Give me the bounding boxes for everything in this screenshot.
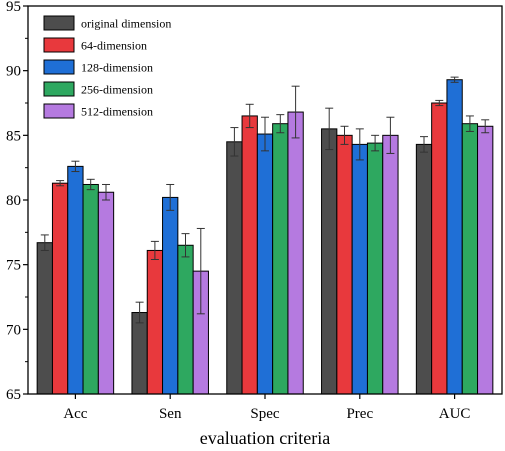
error-bar: [261, 116, 269, 152]
legend-item: 256-dimension: [43, 81, 153, 97]
bar-auc-0: [415, 143, 433, 395]
error-bar: [465, 115, 474, 132]
y-tick-label: 90: [6, 64, 21, 80]
bar-acc-0: [36, 242, 53, 395]
error-bar: [325, 107, 334, 151]
error-bar: [102, 183, 110, 201]
error-bar: [166, 183, 175, 211]
legend-swatch: [43, 103, 75, 119]
bar-auc-3: [461, 123, 479, 395]
bar-prec-4: [382, 134, 399, 395]
x-axis: Acc Sen Spec Prec AUC: [63, 394, 470, 422]
error-bar: [245, 103, 254, 129]
error-bar: [450, 76, 459, 83]
y-tick-label: 65: [6, 387, 21, 403]
error-bar: [371, 134, 380, 152]
error-bar: [86, 178, 95, 191]
x-axis-title: evaluation criteria: [200, 428, 330, 448]
y-tick-label: 75: [6, 258, 21, 274]
bar-spec-3: [272, 123, 289, 395]
legend-label: original dimension: [81, 17, 171, 31]
legend-label: 64-dimension: [81, 39, 147, 53]
x-tick-label: AUC: [439, 406, 471, 422]
bar-auc-2: [446, 79, 463, 395]
legend-label: 512-dimension: [81, 105, 153, 119]
error-bar: [420, 136, 428, 153]
legend-swatch: [43, 59, 75, 75]
x-tick-label: Prec: [346, 406, 373, 422]
bar-prec-0: [321, 128, 338, 395]
legend-swatch: [43, 81, 75, 97]
x-tick-label: Sen: [159, 406, 182, 422]
legend-swatch: [43, 15, 75, 31]
bar-spec-1: [241, 115, 258, 395]
y-axis: 65 70 75 80 85 90 95: [6, 0, 28, 403]
legend-label: 128-dimension: [81, 61, 153, 75]
bar-acc-2: [67, 165, 84, 395]
y-tick-label: 70: [6, 322, 21, 338]
bar-acc-3: [82, 183, 99, 395]
y-tick-label: 85: [6, 128, 21, 144]
legend-item: original dimension: [43, 15, 171, 31]
error-bar: [355, 128, 364, 161]
error-bar: [40, 234, 49, 251]
x-tick-label: Spec: [250, 406, 280, 422]
legend-item: 512-dimension: [43, 103, 153, 119]
error-bar: [150, 240, 159, 260]
bar-spec-4: [287, 111, 304, 395]
error-bar: [481, 119, 490, 134]
legend-label: 256-dimension: [81, 83, 153, 97]
error-bar: [291, 85, 300, 139]
bar-sen-1: [146, 249, 164, 395]
legend-swatch: [43, 37, 75, 53]
bar-spec-2: [256, 133, 274, 395]
error-bar: [56, 180, 65, 187]
error-bar: [386, 116, 395, 154]
error-bar: [435, 99, 444, 107]
x-tick-label: Acc: [63, 406, 87, 422]
bar-spec-0: [226, 141, 243, 395]
bar-acc-1: [51, 182, 69, 395]
bar-prec-2: [351, 143, 368, 395]
error-bar: [181, 233, 190, 258]
bar-auc-4: [477, 125, 494, 395]
error-bars-layer: [40, 76, 490, 324]
legend-item: 64-dimension: [43, 37, 147, 53]
y-tick-label: 95: [6, 0, 21, 15]
legend-item: 128-dimension: [43, 59, 153, 75]
error-bar: [135, 301, 144, 324]
error-bar: [230, 127, 239, 157]
error-bar: [71, 160, 80, 173]
bar-acc-4: [97, 191, 115, 395]
bar-sen-0: [131, 312, 148, 395]
bar-auc-1: [431, 102, 448, 395]
bar-prec-1: [336, 134, 353, 395]
bar-prec-3: [366, 142, 384, 395]
bar-sen-3: [177, 244, 194, 395]
y-tick-label: 80: [6, 193, 21, 209]
error-bar: [340, 125, 349, 145]
bar-sen-2: [162, 196, 179, 395]
legend: original dimension 64-dimension 128-dimens…: [43, 15, 171, 119]
error-bar: [276, 114, 285, 134]
error-bar: [196, 227, 205, 315]
